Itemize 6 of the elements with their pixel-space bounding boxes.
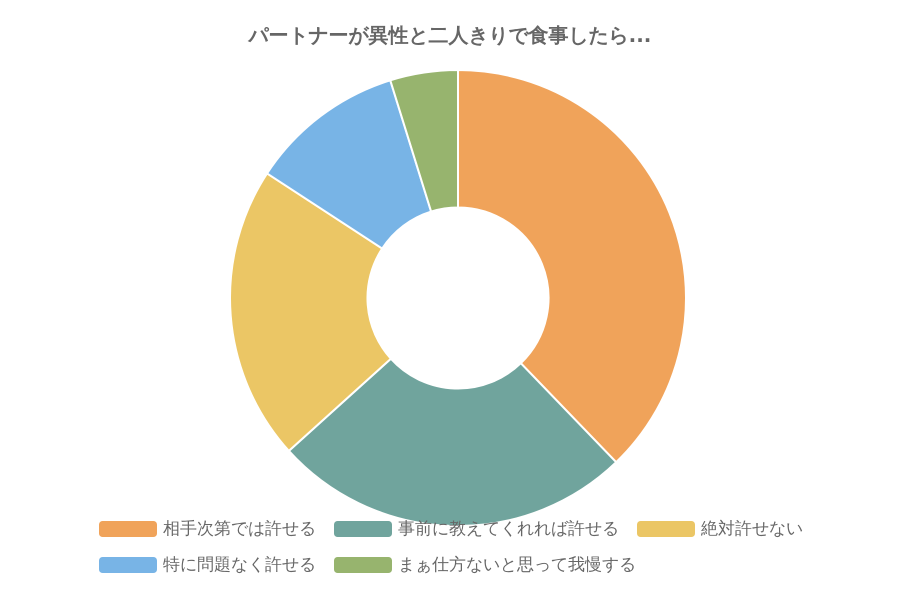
legend-label: 絶対許せない	[700, 519, 803, 539]
legend-label: 事前に教えてくれれば許せる	[398, 519, 619, 539]
chart-title: パートナーが異性と二人きりで食事したら...	[248, 23, 652, 47]
legend-label: まぁ仕方ないと思って我慢する	[398, 555, 636, 575]
legend-label: 特に問題なく許せる	[163, 555, 316, 575]
legend-label: 相手次第では許せる	[163, 519, 316, 539]
